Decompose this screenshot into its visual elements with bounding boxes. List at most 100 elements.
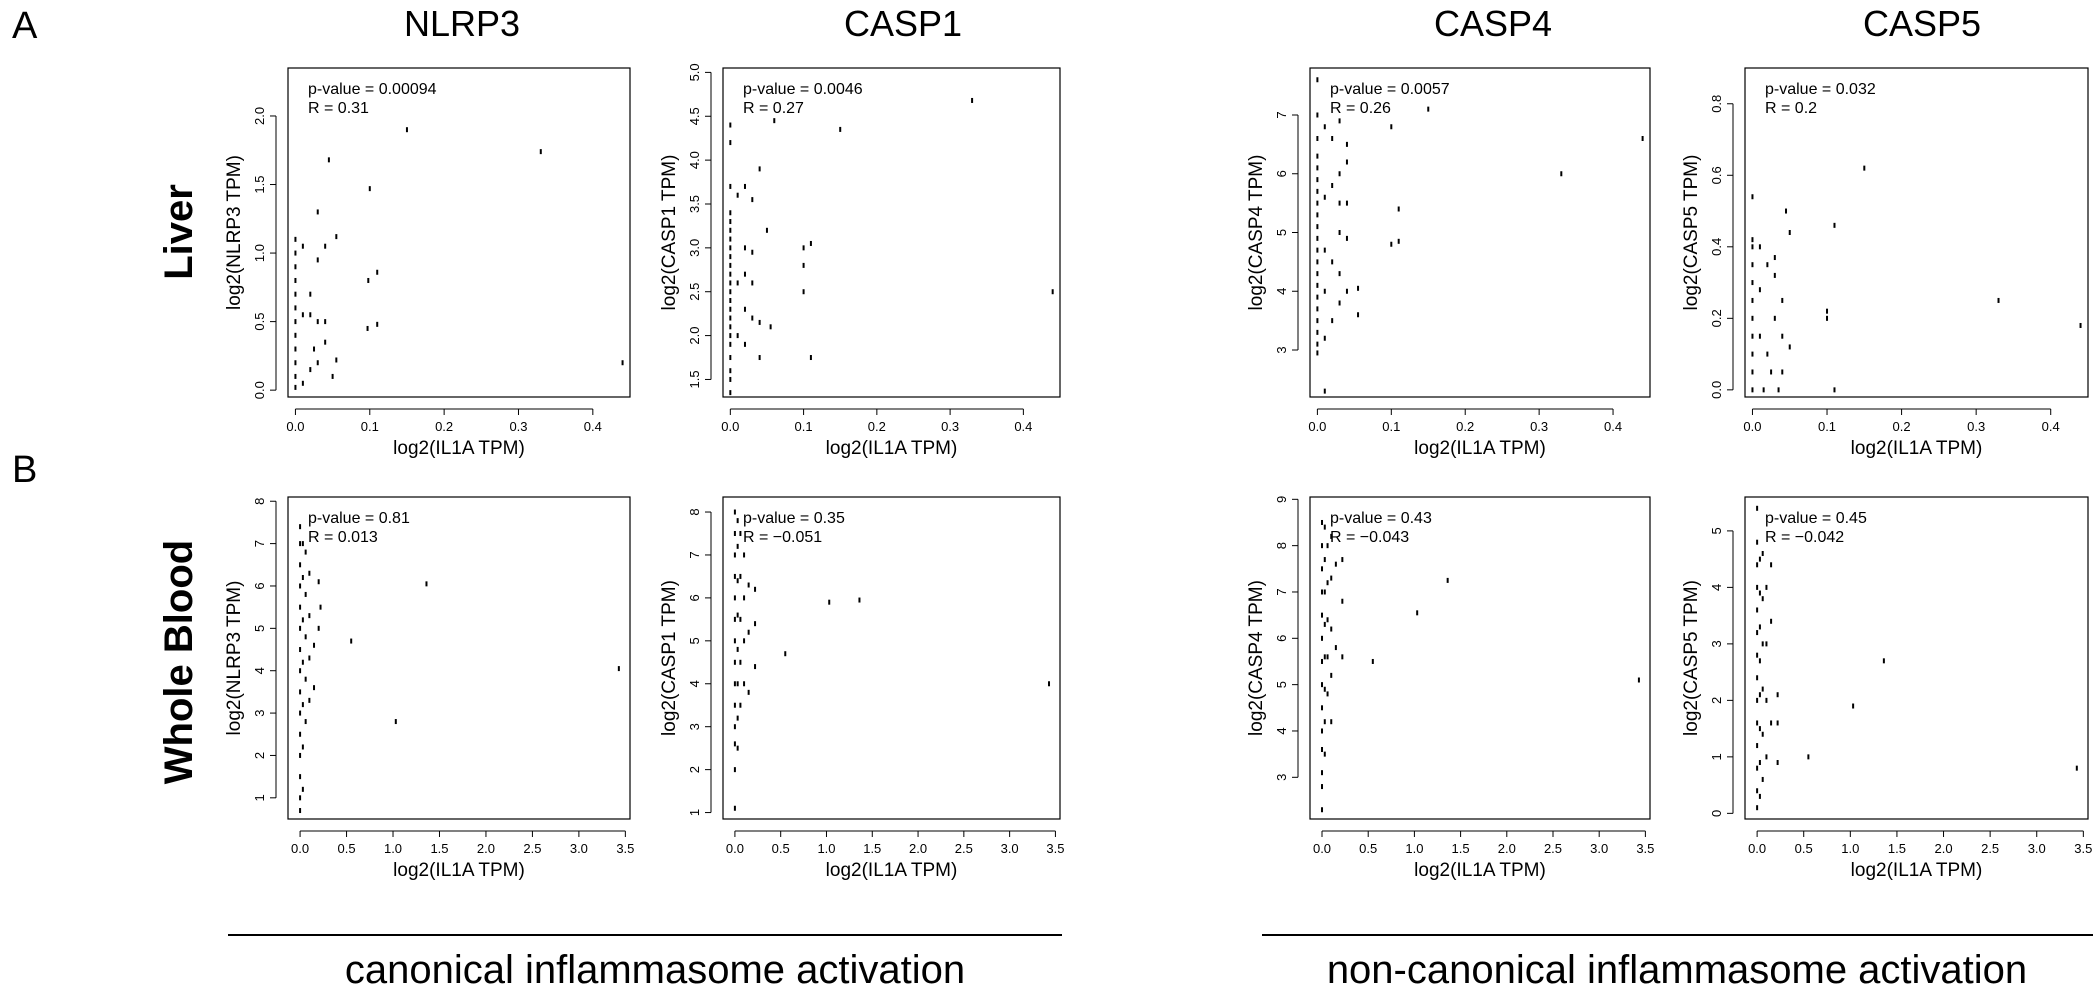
whole-blood-nlrp3-point [301,786,304,792]
whole-blood-casp1-point [733,595,736,601]
liver-casp4-point [1316,235,1319,241]
liver-casp4-point [1316,318,1319,324]
liver-casp5-point [1751,262,1754,268]
liver-casp4-point [1331,318,1334,324]
liver-casp5-y-axis-title: log2(CASP5 TPM) [1681,155,1702,311]
whole-blood-casp1-point [733,530,736,536]
liver-casp5-point [1788,344,1791,350]
whole-blood-nlrp3-point [319,604,322,610]
whole-blood-casp5-point [1770,720,1773,726]
whole-blood-nlrp3-point [304,591,307,597]
liver-nlrp3-x-tick-label: 0.0 [286,419,304,434]
whole-blood-casp4-point [1326,691,1329,697]
liver-casp1-point [736,192,739,198]
liver-casp4-point [1338,118,1341,124]
liver-casp4-pvalue: p-value = 0.0057 [1330,81,1450,98]
liver-casp4-point [1316,329,1319,335]
liver-casp1-x-tick-label: 0.3 [941,419,959,434]
liver-nlrp3-point [324,243,327,249]
whole-blood-casp5-point [1770,562,1773,568]
liver-nlrp3-x-tick-label: 0.2 [435,419,453,434]
whole-blood-casp5-point [1761,550,1764,556]
liver-casp5-point [1773,255,1776,261]
liver-casp4-point [1357,312,1360,318]
liver-casp4-point [1641,136,1644,141]
liver-casp1-point [729,315,732,321]
liver-casp4-point [1316,200,1319,206]
liver-casp4-x-tick-label: 0.1 [1382,419,1400,434]
whole-blood-casp1-point [733,638,736,644]
liver-nlrp3-point [324,319,327,325]
whole-blood-casp5-y-tick-label: 1 [1709,753,1724,760]
whole-blood-nlrp3-x-tick-label: 3.5 [616,841,634,856]
whole-blood-nlrp3-point [304,634,307,640]
whole-blood-casp4-point [1341,598,1344,604]
liver-casp1-point [743,245,746,251]
whole-blood-casp4-point [1323,621,1326,627]
whole-blood-casp5-x-tick-label: 2.0 [1934,841,1952,856]
whole-blood-casp5-point [1758,556,1761,562]
whole-blood-nlrp3-y-tick-label: 6 [252,582,267,589]
liver-casp4-point [1397,238,1400,244]
whole-blood-casp1-point [743,552,746,558]
whole-blood-casp1-r-value: R = −0.051 [743,529,822,546]
gene-header-casp1: CASP1 [844,3,962,44]
liver-nlrp3-point [316,360,319,366]
liver-casp4-x-tick-label: 0.4 [1604,419,1622,434]
liver-casp1-x-tick-label: 0.2 [868,419,886,434]
liver-nlrp3-point [294,360,297,366]
liver-casp4-point [1338,271,1341,277]
liver-casp1-point [729,297,732,303]
whole-blood-nlrp3-point [299,710,302,716]
whole-blood-casp1-point [858,597,861,603]
liver-nlrp3-r-value: R = 0.31 [308,100,369,117]
liver-casp1-point [743,271,746,277]
liver-casp1-y-tick-label: 2.5 [687,283,702,301]
whole-blood-nlrp3-point [299,604,302,610]
liver-nlrp3-point [335,357,338,363]
liver-casp5-point [1762,387,1765,393]
liver-casp5-point [1751,194,1754,200]
liver-casp4-point [1331,259,1334,265]
liver-casp5-point [1833,387,1836,393]
liver-casp4-point [1338,230,1341,235]
liver-casp1-point [729,355,732,361]
liver-casp5-x-tick-label: 0.3 [1967,419,1985,434]
liver-casp4-y-axis-title: log2(CASP4 TPM) [1246,155,1267,311]
liver-casp1-x-tick-label: 0.1 [795,419,813,434]
liver-casp5-point [1781,333,1784,339]
whole-blood-casp4-point [1321,682,1324,688]
whole-blood-casp4-point [1341,654,1344,660]
liver-casp1-point [729,262,732,268]
whole-blood-nlrp3-y-axis-title: log2(NLRP3 TPM) [224,581,245,736]
whole-blood-casp1-point [736,612,739,618]
whole-blood-casp4-point [1321,728,1324,734]
whole-blood-casp5-point [1765,641,1768,647]
liver-casp1-point [729,210,732,216]
whole-blood-casp1-x-tick-label: 1.0 [817,841,835,856]
liver-nlrp3-point [301,243,304,249]
whole-blood-casp5-point [1758,658,1761,664]
liver-nlrp3-pvalue: p-value = 0.00094 [308,81,437,98]
whole-blood-casp5-point [1758,760,1761,766]
liver-casp4-point [1323,288,1326,294]
liver-casp5-point [1758,333,1761,339]
gene-header-nlrp3: NLRP3 [404,3,520,44]
whole-blood-nlrp3-point [313,685,316,691]
whole-blood-casp4-plot-frame [1309,496,1651,820]
whole-blood-casp5-y-axis-title: log2(CASP5 TPM) [1681,580,1702,736]
liver-nlrp3-y-tick-label: 0.0 [252,381,267,399]
scatter-panels: 0.0 0.1 0.2 0.3 0.4 log2(IL1A TPM) 0.0 0.5 1.0 1.… [224,63,2092,881]
liver-casp5-point [1751,237,1754,243]
whole-blood-nlrp3-x-tick-label: 2.0 [477,841,495,856]
panel-label-a: A [12,5,38,47]
whole-blood-nlrp3-y-tick-label: 8 [252,498,267,505]
whole-blood-casp5-point [2075,765,2078,771]
liver-casp4-point [1345,159,1348,165]
whole-blood-casp1-y-axis-title: log2(CASP1 TPM) [659,580,680,736]
whole-blood-nlrp3-point [301,575,304,580]
liver-casp5-point [1781,297,1784,303]
whole-blood-casp5-scatter: 0.0 0.5 1.0 1.5 2.0 2.5 3.0 3.5 log2(IL1A TPM) 0 1… [1681,496,2092,881]
liver-casp1-point [729,376,732,382]
whole-blood-nlrp3-y-tick-label: 3 [252,709,267,716]
